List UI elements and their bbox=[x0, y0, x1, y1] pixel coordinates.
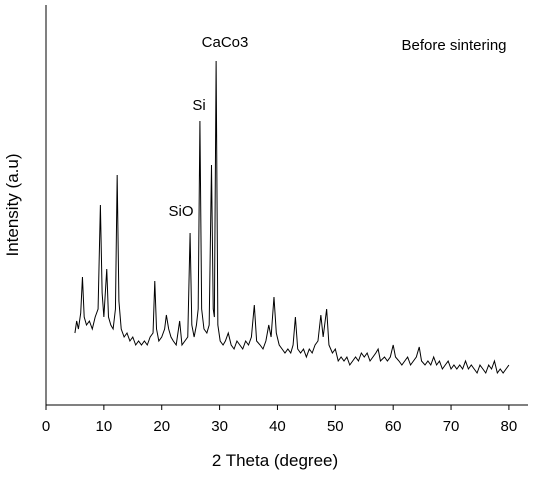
x-axis-label: 2 Theta (degree) bbox=[212, 451, 338, 470]
x-tick-label: 80 bbox=[501, 418, 518, 435]
x-tick-label: 40 bbox=[269, 418, 286, 435]
y-axis-label: Intensity (a.u) bbox=[3, 154, 22, 257]
x-tick-label: 10 bbox=[96, 418, 113, 435]
peak-annotation: SiO bbox=[168, 203, 193, 220]
x-tick-label: 60 bbox=[385, 418, 402, 435]
chart-label: Before sintering bbox=[401, 37, 506, 54]
x-tick-label: 0 bbox=[42, 418, 50, 435]
x-tick-label: 20 bbox=[153, 418, 170, 435]
peak-annotation: CaCo3 bbox=[202, 34, 249, 51]
x-tick-label: 30 bbox=[211, 418, 228, 435]
xrd-line bbox=[74, 60, 510, 375]
peak-annotation: Si bbox=[192, 97, 205, 114]
x-tick-label: 70 bbox=[443, 418, 460, 435]
x-tick-label: 50 bbox=[327, 418, 344, 435]
